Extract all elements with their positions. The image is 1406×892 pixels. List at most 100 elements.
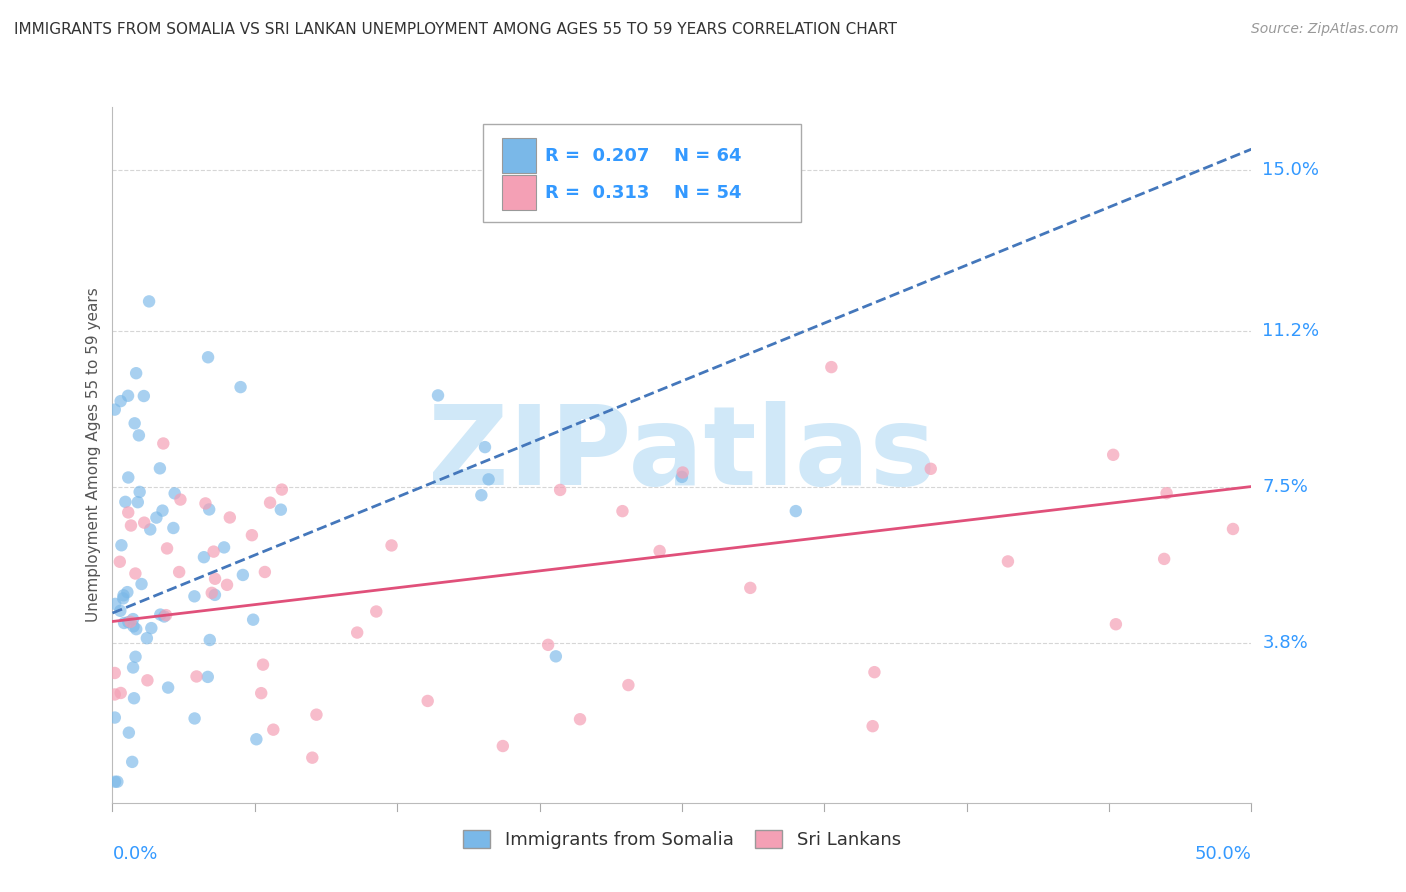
Point [202,544,225,558]
Point [740,581,762,595]
Point [136,673,159,688]
Point [110,538,132,552]
Point [240,528,263,542]
Point [366,605,388,619]
Point [648,544,671,558]
Point [125,622,148,636]
Point [863,665,886,680]
Point [270,483,292,497]
Point [186,669,208,683]
Point [346,625,368,640]
Point [162,521,184,535]
Bar [502,138,536,173]
Point [155,608,177,623]
Point [201,586,224,600]
Text: N = 64: N = 64 [673,147,741,165]
Point [122,619,145,633]
Text: 3.8%: 3.8% [1263,633,1308,651]
Point [110,604,132,618]
Point [194,496,217,510]
Point [104,597,127,611]
Point [1222,522,1244,536]
Point [104,665,127,680]
Point [138,294,160,309]
Point [212,541,235,555]
Point [262,723,284,737]
Point [122,660,145,674]
FancyBboxPatch shape [482,124,801,222]
Point [163,486,186,500]
Point [537,638,560,652]
Point [118,725,141,739]
Point [785,504,807,518]
Point [198,502,221,516]
Point [104,402,127,417]
Text: R =  0.207: R = 0.207 [546,147,650,165]
Point [127,495,149,509]
Point [117,389,139,403]
Point [252,657,274,672]
Point [124,417,146,431]
Point [253,565,276,579]
Text: R =  0.313: R = 0.313 [546,184,650,202]
Point [862,719,884,733]
Point [612,504,634,518]
Point [204,588,226,602]
Point [183,711,205,725]
Point [183,590,205,604]
Point [139,523,162,537]
Point [132,389,155,403]
Point [121,755,143,769]
Point [157,681,180,695]
Point [1156,486,1178,500]
Point [232,568,254,582]
Point [305,707,328,722]
Text: Source: ZipAtlas.com: Source: ZipAtlas.com [1251,22,1399,37]
Point [820,360,842,375]
Point [131,577,153,591]
Point [617,678,640,692]
Point [112,588,135,602]
Point [117,470,139,484]
Text: 11.2%: 11.2% [1263,321,1320,340]
Point [125,366,148,380]
Point [380,538,402,552]
Text: N = 54: N = 54 [673,184,741,202]
Point [474,440,496,454]
Point [270,502,292,516]
Point [167,565,190,579]
Point [301,750,323,764]
Point [259,496,281,510]
Point [112,591,135,606]
Text: 15.0%: 15.0% [1263,161,1319,179]
Point [124,566,146,581]
Point [120,615,142,629]
Text: 50.0%: 50.0% [1195,845,1251,863]
Point [245,732,267,747]
Legend: Immigrants from Somalia, Sri Lankans: Immigrants from Somalia, Sri Lankans [456,822,908,856]
Point [544,649,567,664]
Point [193,550,215,565]
Point [671,470,693,484]
Point [204,572,226,586]
Text: IMMIGRANTS FROM SOMALIA VS SRI LANKAN UNEMPLOYMENT AMONG AGES 55 TO 59 YEARS COR: IMMIGRANTS FROM SOMALIA VS SRI LANKAN UN… [14,22,897,37]
Point [153,609,176,624]
Point [104,774,127,789]
Y-axis label: Unemployment Among Ages 55 to 59 years: Unemployment Among Ages 55 to 59 years [86,287,101,623]
Point [122,691,145,706]
Point [169,492,191,507]
Point [997,554,1019,568]
Point [134,516,156,530]
Text: 7.5%: 7.5% [1263,477,1309,496]
Point [141,621,163,635]
Point [197,670,219,684]
Point [152,503,174,517]
Point [110,686,132,700]
Text: 0.0%: 0.0% [112,845,157,863]
Point [112,615,135,630]
Point [152,436,174,450]
Point [1153,552,1175,566]
Text: ZIPatlas: ZIPatlas [427,401,936,508]
Point [128,484,150,499]
Point [114,495,136,509]
